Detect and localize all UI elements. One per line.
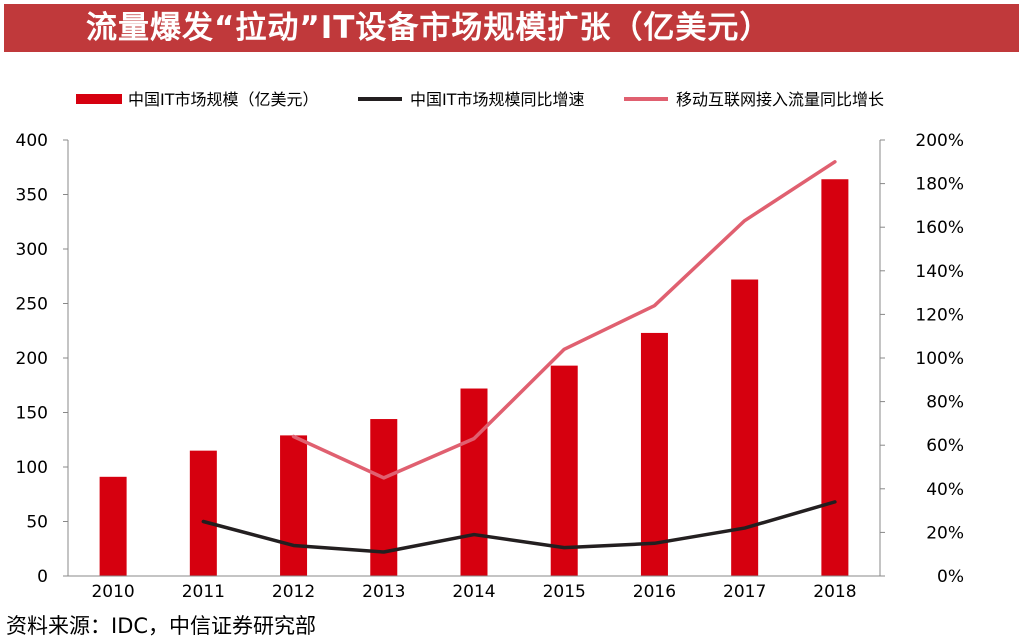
bar-2017 — [731, 279, 759, 576]
right-tick-label: 0% — [937, 567, 964, 587]
bar-2016 — [640, 332, 668, 576]
x-tick-label: 2016 — [633, 582, 676, 602]
bar-2015 — [550, 365, 578, 576]
right-tick-label: 100% — [915, 349, 964, 369]
x-tick-label: 2017 — [723, 582, 766, 602]
x-axis: 2010 2011 2012 2013 2014 2015 2016 2017 2018 — [68, 575, 880, 602]
legend-item-market-size-swatch — [76, 94, 122, 104]
traffic-growth-line — [291, 160, 837, 480]
right-tick-label: 60% — [926, 436, 964, 456]
right-y-axis: 0% 20% 40% 60% 80% 100% 120% 140% 160% 180% 200% — [879, 131, 964, 587]
bar-2010 — [99, 476, 127, 576]
growth-rate-line — [201, 500, 837, 554]
x-tick-label: 2015 — [543, 582, 586, 602]
page-title: 流量爆发“拉动”IT设备市场规模扩张（亿美元） — [4, 4, 1019, 52]
legend-item-growth-rate-label: 中国IT市场规模同比增速 — [410, 90, 585, 109]
bar-2011 — [189, 450, 217, 576]
left-y-axis: 0 50 100 150 200 250 300 350 400 — [16, 131, 69, 587]
right-tick-label: 40% — [926, 480, 964, 500]
left-tick-label: 150 — [16, 404, 48, 424]
legend-item-market-size-label: 中国IT市场规模（亿美元） — [128, 90, 319, 109]
right-tick-label: 140% — [915, 262, 964, 282]
left-tick-label: 400 — [16, 131, 48, 151]
x-tick-label: 2014 — [452, 582, 495, 602]
x-tick-label: 2012 — [272, 582, 315, 602]
left-tick-label: 350 — [16, 186, 48, 206]
right-tick-label: 200% — [915, 131, 964, 151]
right-tick-label: 120% — [915, 305, 964, 325]
x-tick-label: 2013 — [362, 582, 405, 602]
right-tick-label: 180% — [915, 175, 964, 195]
x-tick-label: 2010 — [91, 582, 134, 602]
left-tick-label: 250 — [16, 295, 48, 315]
left-tick-label: 100 — [16, 458, 48, 478]
bar-2012 — [280, 435, 308, 576]
right-tick-label: 20% — [926, 523, 964, 543]
legend-item-traffic-growth-label: 移动互联网接入流量同比增长 — [676, 90, 884, 109]
right-tick-label: 160% — [915, 218, 964, 238]
line-series — [201, 160, 837, 554]
bar-series — [99, 179, 849, 577]
left-tick-label: 300 — [16, 240, 48, 260]
source-note: 资料来源：IDC，中信证券研究部 — [6, 614, 317, 638]
x-tick-label: 2011 — [182, 582, 225, 602]
bar-2018 — [821, 179, 849, 577]
x-tick-label: 2018 — [813, 582, 856, 602]
right-tick-label: 80% — [926, 393, 964, 413]
bar-2014 — [460, 388, 488, 576]
left-tick-label: 200 — [16, 349, 48, 369]
legend: 中国IT市场规模（亿美元） 中国IT市场规模同比增速 移动互联网接入流量同比增长 — [76, 90, 884, 109]
left-tick-label: 0 — [37, 567, 48, 587]
left-tick-label: 50 — [26, 513, 48, 533]
